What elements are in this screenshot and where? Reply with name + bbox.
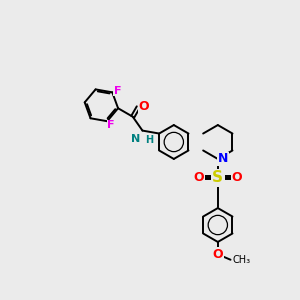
Text: O: O [212, 248, 223, 261]
Text: F: F [107, 120, 115, 130]
Text: S: S [212, 170, 223, 185]
Text: O: O [193, 171, 204, 184]
Text: N: N [218, 152, 228, 165]
Text: H: H [146, 135, 154, 145]
Text: O: O [138, 100, 149, 113]
Text: F: F [114, 86, 122, 96]
Text: O: O [232, 171, 242, 184]
Text: N: N [131, 134, 140, 144]
Text: CH₃: CH₃ [232, 255, 250, 265]
